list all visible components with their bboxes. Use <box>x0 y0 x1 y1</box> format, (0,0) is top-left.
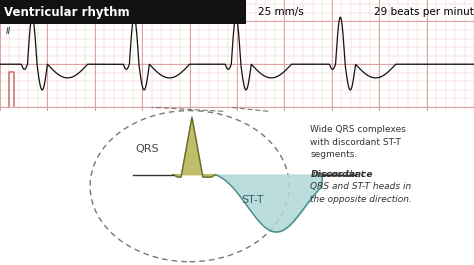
Text: 25 mm/s: 25 mm/s <box>258 7 304 17</box>
Text: Discordance: Discordance <box>310 170 373 179</box>
Polygon shape <box>173 117 216 177</box>
Text: II: II <box>6 27 11 36</box>
Text: QRS: QRS <box>135 144 159 154</box>
Text: ST-T: ST-T <box>242 195 264 205</box>
Text: Ventricular rhythm: Ventricular rhythm <box>4 6 129 19</box>
Text: means that
QRS and ST-T heads in
the opposite direction.: means that QRS and ST-T heads in the opp… <box>310 170 412 204</box>
Bar <box>0 0 246 24</box>
Text: 29 beats per minute: 29 beats per minute <box>374 7 474 17</box>
Text: Wide QRS complexes
with discordant ST-T
segments.: Wide QRS complexes with discordant ST-T … <box>310 125 406 159</box>
